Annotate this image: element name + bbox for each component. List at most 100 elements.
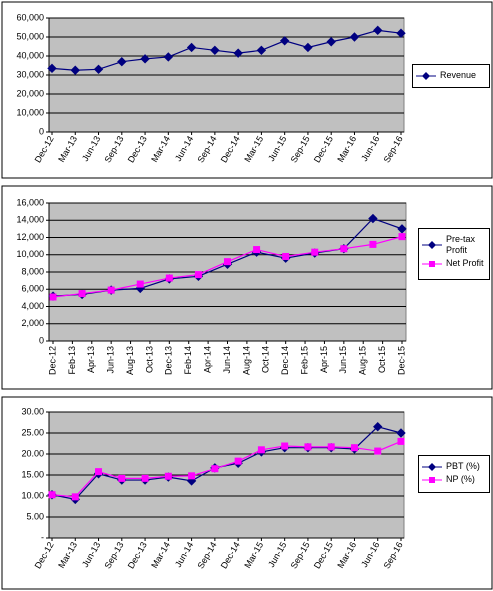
marker <box>304 443 312 451</box>
legend-label: Net Profit <box>446 258 484 268</box>
marker <box>303 42 313 53</box>
y-tick-label: 0 <box>39 126 44 136</box>
x-tick-label: Dec-13 <box>164 346 174 375</box>
y-tick-label: 40,000 <box>16 50 44 60</box>
y-tick-label: 8,000 <box>21 266 44 276</box>
marker <box>78 290 86 298</box>
legend-marker <box>429 476 435 483</box>
marker <box>311 248 319 256</box>
marker <box>95 468 103 476</box>
legend-marker <box>428 462 436 471</box>
marker <box>118 474 126 482</box>
y-tick-label: 30,000 <box>16 69 44 79</box>
x-tick-label: Dec-15 <box>396 346 406 375</box>
marker <box>326 37 336 47</box>
marker <box>279 36 290 46</box>
legend-marker <box>429 260 435 267</box>
y-tick-label: 60,000 <box>16 12 44 22</box>
y-tick-label: 14,000 <box>16 215 44 225</box>
marker <box>140 54 150 64</box>
marker <box>210 45 220 56</box>
y-tick-label: 10.00 <box>21 490 44 500</box>
x-tick-label: Aug-14 <box>241 346 251 375</box>
marker <box>194 271 202 279</box>
marker <box>233 48 243 58</box>
marker <box>281 442 289 450</box>
y-tick-label: 6,000 <box>21 284 44 294</box>
marker <box>48 491 56 499</box>
marker <box>373 25 383 36</box>
series-line <box>51 29 402 71</box>
legend-marker <box>428 241 436 249</box>
marker <box>224 258 231 266</box>
x-tick-label: Dec-12 <box>47 346 57 375</box>
marker <box>188 472 196 480</box>
marker <box>350 444 358 452</box>
legend-label: Pre-tax Profit <box>446 234 476 255</box>
x-tick-label: Feb-15 <box>299 346 309 375</box>
marker <box>186 42 197 53</box>
marker <box>141 474 149 482</box>
y-tick-label: 50,000 <box>16 31 44 41</box>
y-tick-label: 4,000 <box>21 301 44 311</box>
marker <box>396 428 406 438</box>
x-tick-label: Feb-14 <box>183 346 193 375</box>
legend-label: PBT (%) <box>446 461 480 471</box>
marker <box>340 245 348 253</box>
y-tick-label: 16,000 <box>16 197 44 207</box>
marker <box>397 224 407 234</box>
x-tick-label: Feb-13 <box>67 346 77 375</box>
marker <box>165 274 173 282</box>
marker <box>253 246 261 254</box>
y-tick-label: 5.00 <box>26 511 44 521</box>
marker <box>49 293 57 301</box>
legend-item: PBT (%) <box>421 461 487 472</box>
legend: Revenue <box>412 64 490 88</box>
marker <box>327 443 335 451</box>
x-tick-label: Aug-13 <box>125 346 135 375</box>
marker <box>164 472 172 480</box>
marker <box>349 32 360 42</box>
chart: 010,00020,00030,00040,00050,00060,000Dec… <box>1 1 493 179</box>
x-tick-label: Oct-13 <box>144 346 154 373</box>
marker <box>71 493 79 501</box>
legend-item: Revenue <box>415 70 487 81</box>
x-tick-label: Apr-14 <box>202 346 212 373</box>
series-line <box>51 440 402 498</box>
marker <box>47 63 57 74</box>
x-tick-label: Oct-15 <box>377 346 387 373</box>
y-tick-label: 15.00 <box>21 469 44 479</box>
chart: 0 2,000 4,000 6,000 8,000 10,000 12,000 14,000 1… <box>1 185 493 390</box>
marker <box>257 446 265 454</box>
x-tick-label: Apr-15 <box>319 346 329 373</box>
marker <box>397 437 405 445</box>
marker <box>282 252 290 260</box>
legend-label: NP (%) <box>446 474 475 484</box>
legend-item: Net Profit <box>421 258 487 269</box>
y-tick-label: 20,000 <box>16 88 44 98</box>
marker <box>398 233 406 241</box>
legend-key <box>422 260 442 267</box>
y-tick-label: 12,000 <box>16 232 44 242</box>
marker <box>396 28 406 38</box>
legend: Pre-tax Profit Net Profit <box>418 228 490 280</box>
x-tick-label: Dec-14 <box>280 346 290 375</box>
x-tick-label: Apr-13 <box>86 346 96 373</box>
legend-item: Pre-tax Profit <box>421 234 487 256</box>
marker <box>163 52 174 62</box>
y-tick-label: 0 <box>39 335 44 345</box>
marker <box>70 65 80 75</box>
marker <box>211 465 219 473</box>
y-tick-label: 10,000 <box>16 249 44 259</box>
legend-key <box>422 462 442 471</box>
x-tick-label: Oct-14 <box>261 346 271 373</box>
y-tick-label: - <box>41 532 44 542</box>
legend-key <box>422 476 442 483</box>
x-tick-label: Jun-13 <box>106 346 116 374</box>
x-tick-label: Jun-14 <box>222 346 232 374</box>
marker <box>368 213 378 224</box>
marker <box>369 240 377 248</box>
marker <box>256 45 267 56</box>
